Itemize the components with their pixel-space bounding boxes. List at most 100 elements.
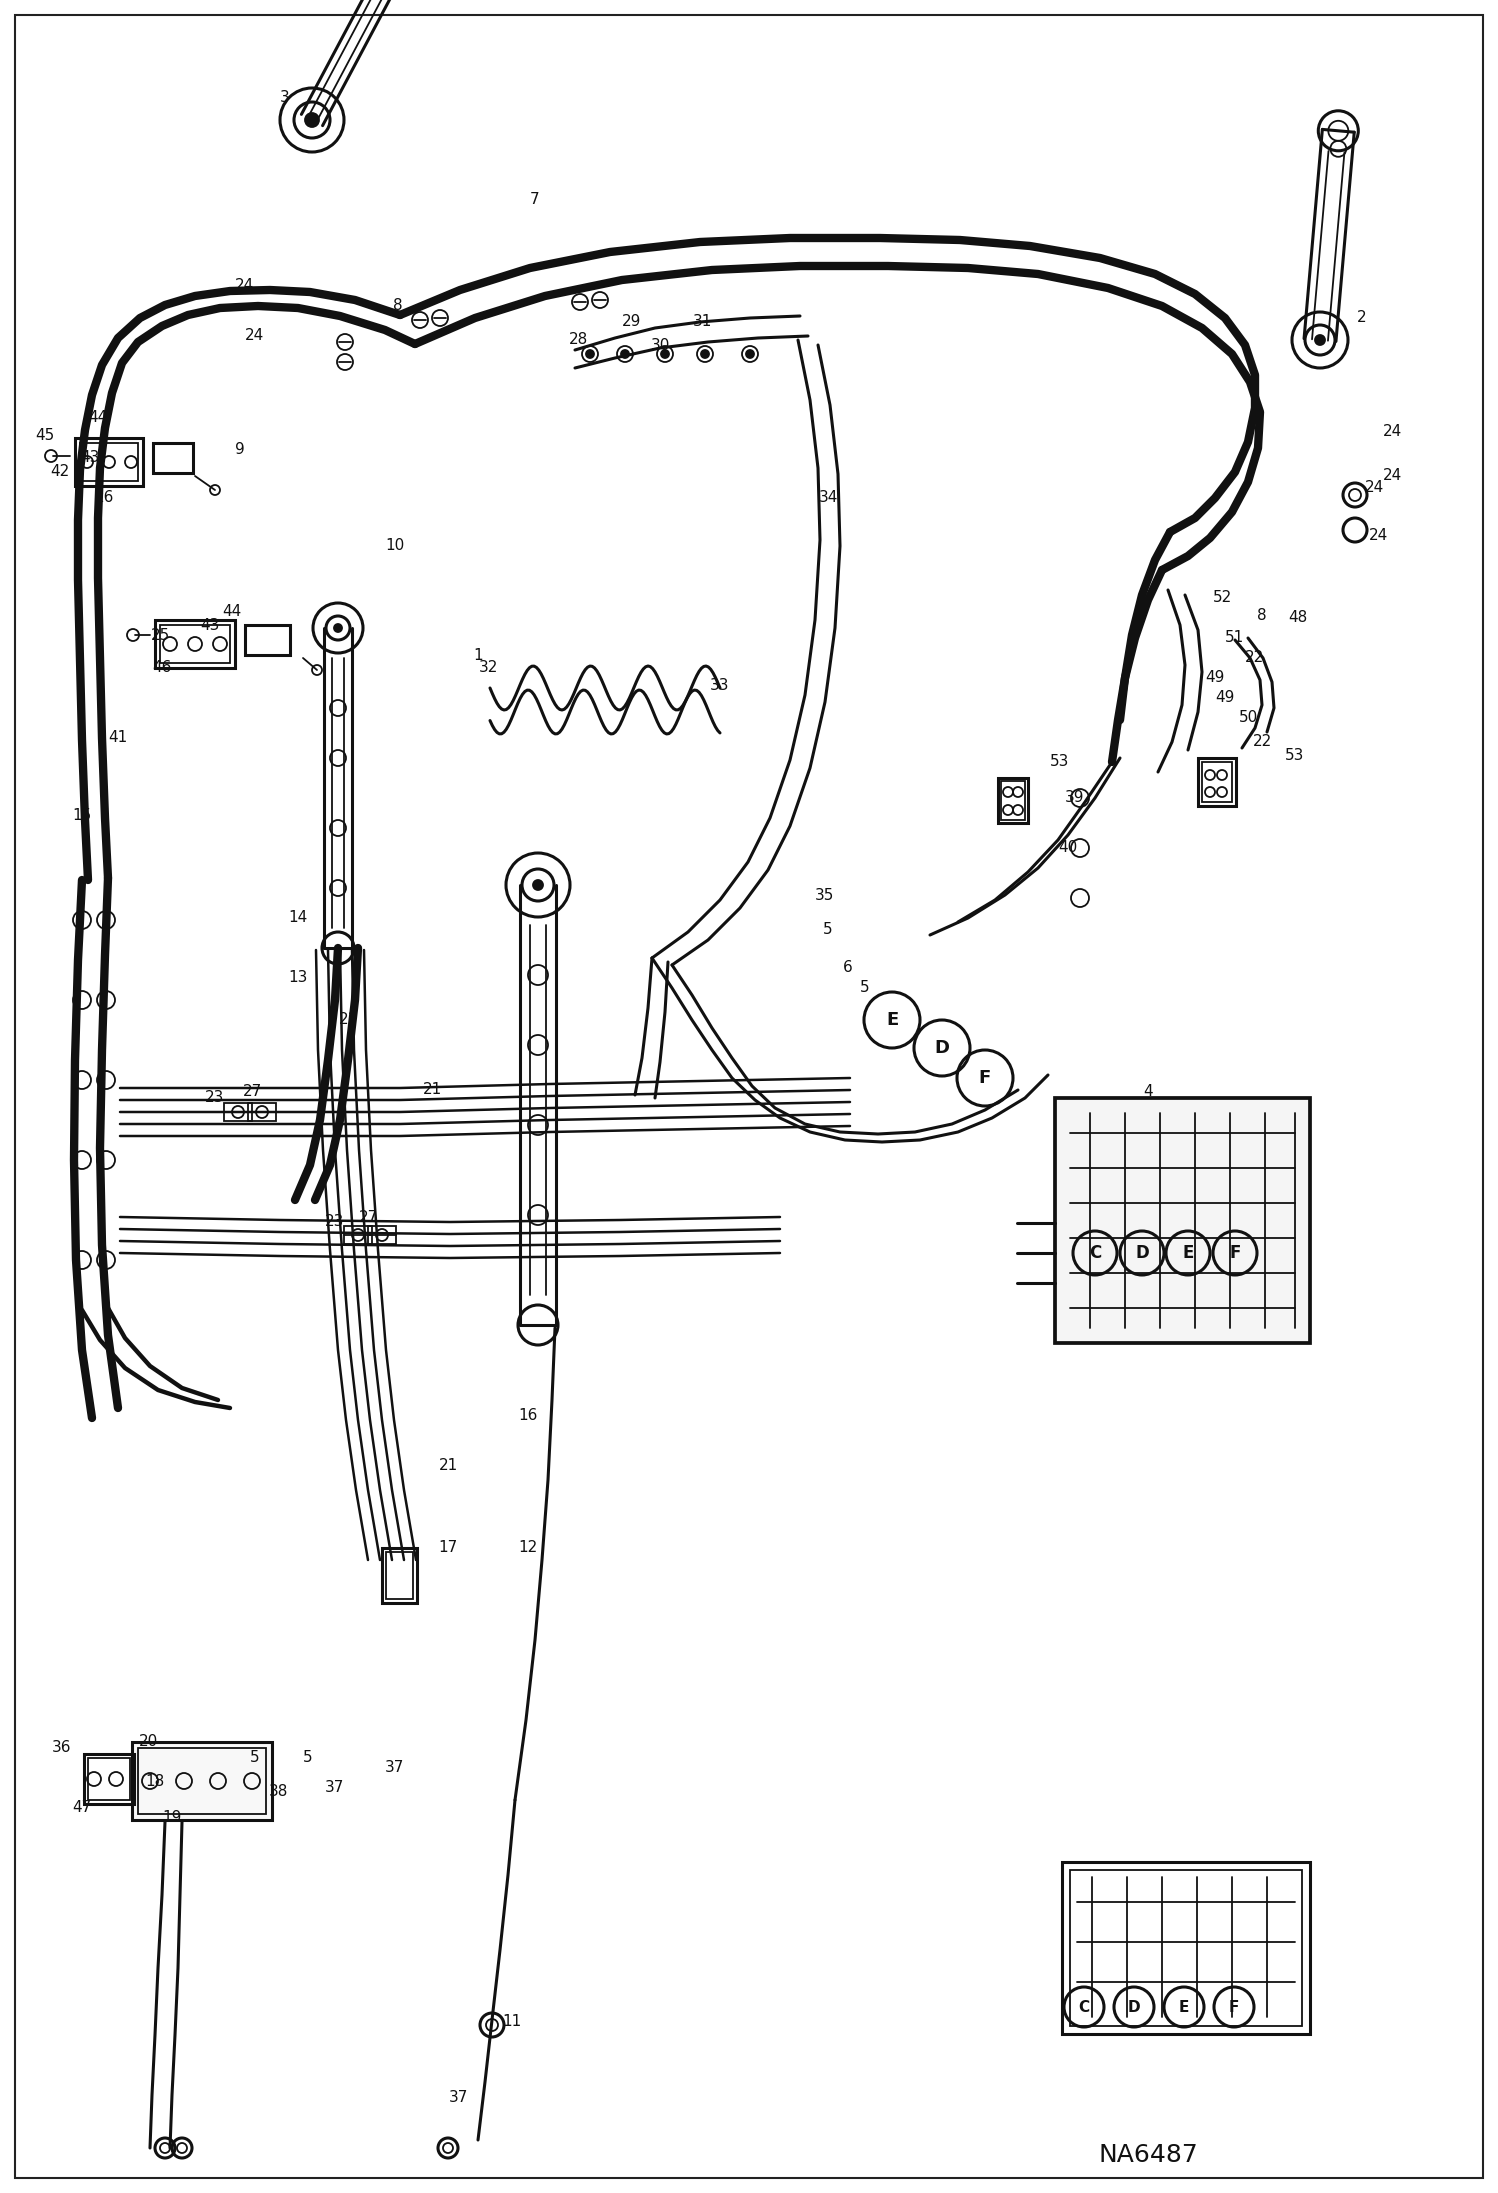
Text: 44: 44 xyxy=(222,605,241,618)
Text: 6: 6 xyxy=(843,961,852,976)
Circle shape xyxy=(334,625,342,632)
Text: 52: 52 xyxy=(1212,590,1231,605)
Bar xyxy=(153,443,193,474)
Circle shape xyxy=(306,114,319,127)
Text: 5: 5 xyxy=(860,980,870,996)
Text: 24: 24 xyxy=(246,327,265,342)
Bar xyxy=(1055,1099,1309,1342)
Text: 19: 19 xyxy=(162,1811,181,1825)
Bar xyxy=(88,1759,130,1800)
Text: 24: 24 xyxy=(1368,529,1387,542)
Bar xyxy=(1070,1871,1302,2026)
Text: 5: 5 xyxy=(824,923,833,936)
Text: 51: 51 xyxy=(1225,632,1245,645)
Text: 43: 43 xyxy=(201,618,220,632)
Text: 46: 46 xyxy=(153,660,172,675)
Text: 42: 42 xyxy=(51,465,69,480)
Text: D: D xyxy=(1128,2000,1140,2015)
Text: 5: 5 xyxy=(250,1750,259,1765)
Circle shape xyxy=(533,879,542,890)
Bar xyxy=(249,1103,276,1121)
Bar xyxy=(246,625,291,656)
Text: 53: 53 xyxy=(1285,748,1305,763)
Text: 33: 33 xyxy=(710,678,730,693)
Text: 4: 4 xyxy=(1143,1086,1153,1099)
Bar xyxy=(79,443,138,480)
Text: 34: 34 xyxy=(818,491,837,507)
Text: E: E xyxy=(1182,1243,1194,1261)
Bar xyxy=(154,621,235,669)
Text: 8: 8 xyxy=(392,298,403,311)
Text: 3: 3 xyxy=(280,90,291,105)
Text: 40: 40 xyxy=(1059,840,1077,855)
Text: 41: 41 xyxy=(108,730,127,746)
Text: 39: 39 xyxy=(1065,789,1085,805)
Text: 49: 49 xyxy=(1215,691,1234,706)
Text: 37: 37 xyxy=(325,1781,345,1796)
Text: 20: 20 xyxy=(138,1735,157,1750)
Text: 7: 7 xyxy=(530,193,539,208)
Text: 21: 21 xyxy=(339,1013,358,1029)
Text: 44: 44 xyxy=(88,410,108,425)
Bar xyxy=(1062,1862,1309,2033)
Bar xyxy=(998,779,1028,822)
Text: 27: 27 xyxy=(358,1211,377,1226)
Text: 14: 14 xyxy=(289,910,307,925)
Text: 50: 50 xyxy=(1239,711,1258,726)
Text: 23: 23 xyxy=(205,1090,225,1105)
Text: 35: 35 xyxy=(815,888,834,904)
Text: 37: 37 xyxy=(385,1761,404,1776)
Text: 23: 23 xyxy=(325,1215,345,1230)
Text: NA6487: NA6487 xyxy=(1098,2143,1198,2167)
Text: E: E xyxy=(885,1011,899,1029)
Text: 21: 21 xyxy=(439,1458,457,1472)
Text: 24: 24 xyxy=(1383,467,1402,482)
Text: 37: 37 xyxy=(448,2090,467,2105)
Text: F: F xyxy=(1228,2000,1239,2015)
Text: 24: 24 xyxy=(235,279,255,292)
Bar xyxy=(382,1548,416,1603)
Circle shape xyxy=(746,351,753,357)
Text: C: C xyxy=(1089,1243,1101,1261)
Text: 21: 21 xyxy=(422,1083,442,1096)
Text: 24: 24 xyxy=(1365,480,1384,496)
Bar xyxy=(225,1103,252,1121)
Text: 5: 5 xyxy=(303,1750,313,1765)
Text: 28: 28 xyxy=(568,333,587,346)
Bar xyxy=(75,439,142,487)
Text: 12: 12 xyxy=(518,1539,538,1555)
Bar xyxy=(84,1754,133,1805)
Text: F: F xyxy=(978,1068,992,1088)
Text: C: C xyxy=(1079,2000,1089,2015)
Circle shape xyxy=(1315,336,1326,344)
Text: 16: 16 xyxy=(518,1408,538,1423)
Text: 22: 22 xyxy=(1252,735,1272,750)
Bar xyxy=(160,625,231,662)
Bar xyxy=(369,1226,395,1243)
Bar xyxy=(138,1748,267,1814)
Text: 25: 25 xyxy=(150,627,169,643)
Text: 29: 29 xyxy=(622,314,641,329)
Text: 47: 47 xyxy=(72,1800,91,1816)
Text: D: D xyxy=(1135,1243,1149,1261)
Text: 18: 18 xyxy=(145,1774,165,1789)
Bar xyxy=(1198,759,1236,807)
Bar xyxy=(386,1553,413,1599)
Text: 9: 9 xyxy=(235,443,244,458)
Text: 11: 11 xyxy=(502,2015,521,2029)
Text: 26: 26 xyxy=(96,491,115,507)
Text: F: F xyxy=(1230,1243,1240,1261)
Text: 49: 49 xyxy=(1206,671,1225,686)
Text: 1: 1 xyxy=(473,647,482,662)
Text: 45: 45 xyxy=(36,428,54,443)
Circle shape xyxy=(661,351,670,357)
Text: 31: 31 xyxy=(692,314,712,329)
Text: 17: 17 xyxy=(439,1539,457,1555)
Text: 10: 10 xyxy=(385,537,404,553)
Text: 13: 13 xyxy=(288,971,307,985)
Bar xyxy=(1201,761,1231,803)
Text: 24: 24 xyxy=(1383,425,1402,439)
Text: D: D xyxy=(935,1039,950,1057)
Circle shape xyxy=(586,351,595,357)
Text: 36: 36 xyxy=(52,1741,72,1757)
